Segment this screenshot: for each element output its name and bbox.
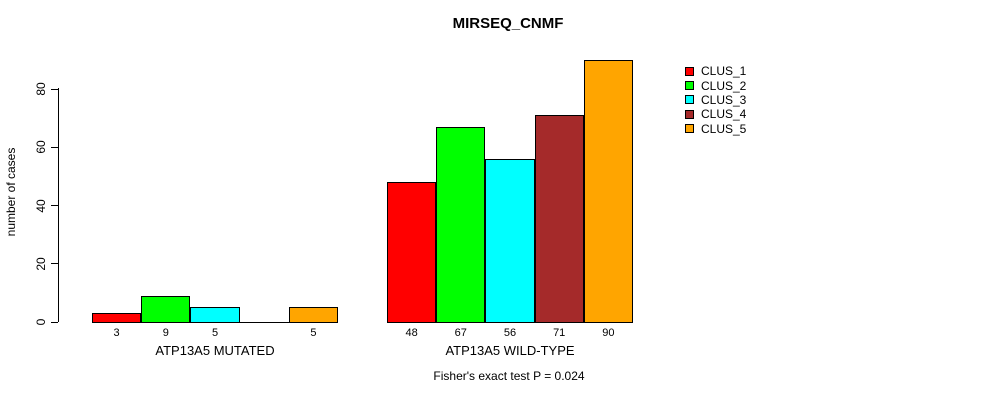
bar-value-label: 5 bbox=[310, 327, 317, 339]
chart-title: MIRSEQ_CNMF bbox=[452, 15, 564, 32]
legend: CLUS_1 CLUS_2 CLUS_3 CLUS_4 CLUS_5 bbox=[685, 64, 746, 136]
y-axis-line bbox=[58, 88, 59, 322]
legend-label: CLUS_1 bbox=[701, 64, 747, 79]
bar-value-label: 56 bbox=[503, 327, 517, 339]
bar-value-label: 67 bbox=[454, 327, 467, 339]
legend-item-clus_5: CLUS_5 bbox=[685, 122, 746, 136]
legend-swatch-clus_4 bbox=[685, 109, 694, 119]
legend-swatch-clus_1 bbox=[685, 66, 694, 76]
bar-value-label: 71 bbox=[553, 327, 566, 339]
legend-swatch-clus_2 bbox=[685, 81, 694, 91]
y-axis-title: number of cases bbox=[4, 147, 18, 237]
legend-label: CLUS_5 bbox=[701, 121, 747, 136]
bar-clus_3-group2 bbox=[485, 159, 535, 323]
y-axis-tick-label: 0 bbox=[34, 318, 48, 326]
y-axis-tick bbox=[51, 263, 58, 265]
bar-value-label: 48 bbox=[405, 327, 418, 339]
legend-swatch-clus_5 bbox=[685, 124, 694, 134]
bar-value-label: 9 bbox=[162, 327, 169, 339]
bar-value-label: 5 bbox=[211, 327, 219, 339]
bar-value-label: 3 bbox=[113, 327, 120, 339]
bar-clus_1-group2 bbox=[387, 182, 437, 323]
legend-item-clus_2: CLUS_2 bbox=[685, 78, 747, 93]
bar-clus_3-group1 bbox=[190, 307, 240, 323]
legend-label: CLUS_3 bbox=[701, 92, 747, 107]
group-label-1: ATP13A5 MUTATED bbox=[155, 343, 275, 358]
y-axis-tick-label: 40 bbox=[34, 198, 48, 213]
footer-annotation: Fisher's exact test P = 0.024 bbox=[433, 369, 585, 383]
y-axis-tick-label: 60 bbox=[34, 140, 48, 154]
legend-swatch-clus_3 bbox=[685, 95, 694, 105]
bar-clus_1-group1 bbox=[92, 313, 142, 323]
bar-clus_4-group1-zero bbox=[239, 322, 289, 323]
y-axis-tick bbox=[51, 88, 58, 90]
y-axis-tick-label: 80 bbox=[34, 82, 48, 96]
legend-label: CLUS_2 bbox=[701, 78, 747, 93]
bar-clus_2-group1 bbox=[141, 296, 191, 323]
y-axis-tick bbox=[51, 321, 58, 323]
bar-value-label: 90 bbox=[602, 327, 615, 339]
bar-clus_2-group2 bbox=[436, 127, 486, 323]
legend-label: CLUS_4 bbox=[701, 107, 747, 122]
y-axis-tick bbox=[51, 146, 58, 148]
y-axis-tick-label: 20 bbox=[34, 257, 48, 271]
bar-clus_4-group2 bbox=[534, 115, 584, 323]
bar-clus_5-group1 bbox=[288, 307, 338, 323]
group-label-2: ATP13A5 WILD-TYPE bbox=[445, 343, 575, 358]
y-axis-tick bbox=[51, 205, 58, 206]
legend-item-clus_1: CLUS_1 bbox=[685, 64, 746, 78]
legend-item-clus_4: CLUS_4 bbox=[685, 107, 746, 121]
legend-item-clus_3: CLUS_3 bbox=[685, 93, 746, 107]
bar-clus_5-group2 bbox=[583, 60, 633, 323]
